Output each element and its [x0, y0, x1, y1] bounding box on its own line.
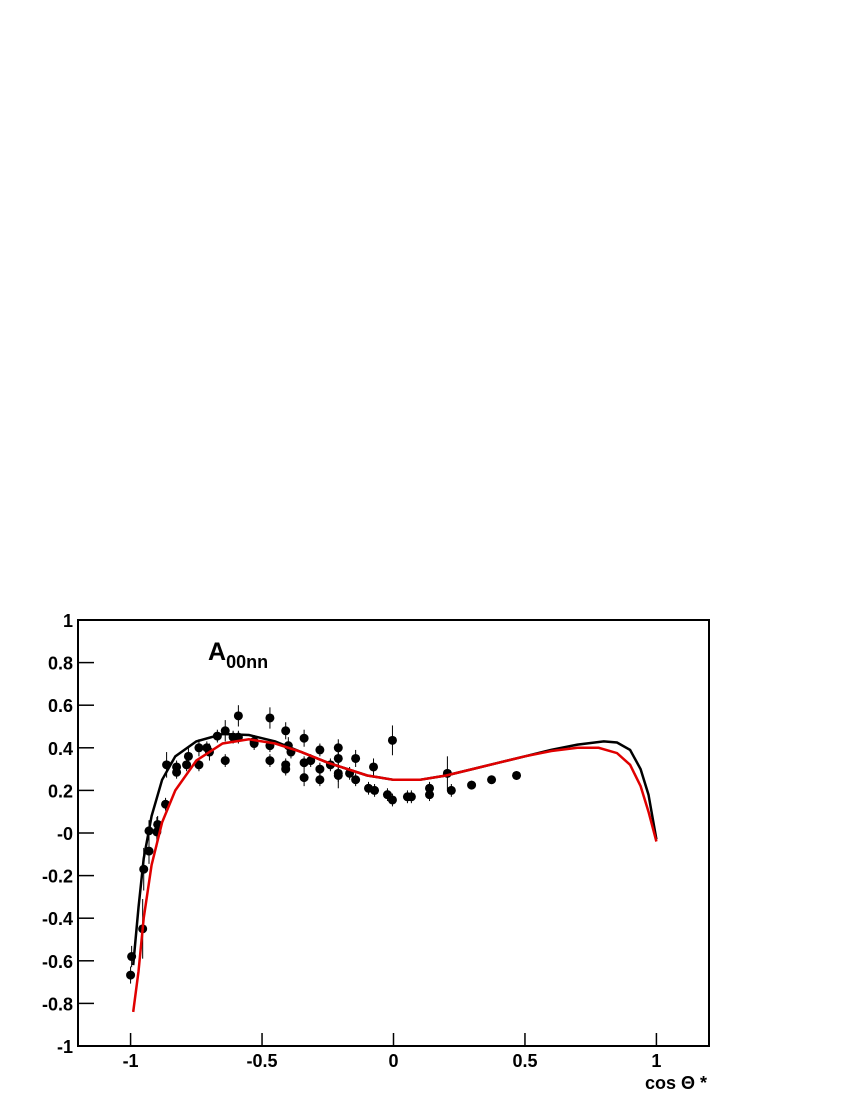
annotation-text: A: [208, 638, 226, 666]
data-point: [333, 753, 343, 763]
data-point: [194, 760, 204, 770]
data-point: [370, 785, 380, 795]
y-tick-label: -0.2: [42, 867, 73, 887]
frame: [77, 619, 710, 1047]
data-point: [487, 775, 497, 785]
data-point: [265, 713, 275, 723]
annotation: A00nn: [208, 638, 268, 672]
y-tick-label: 0.8: [48, 654, 73, 674]
y-tick-label: -0: [57, 824, 73, 844]
y-tick-label: -0.6: [42, 952, 73, 972]
data-point: [126, 970, 136, 980]
data-point: [299, 773, 309, 783]
data-point: [183, 751, 193, 761]
data-point: [306, 756, 316, 766]
data-point: [387, 735, 397, 745]
data-point: [446, 785, 456, 795]
data-point: [265, 756, 275, 766]
x-tick-label: 0: [388, 1051, 398, 1071]
data-point: [299, 733, 309, 743]
x-tick-label: 0.5: [512, 1051, 537, 1071]
data-point: [351, 753, 361, 763]
data-point: [333, 770, 343, 780]
x-axis-label: cos Θ *: [645, 1073, 707, 1093]
curve: [131, 738, 658, 1013]
data-point: [233, 711, 243, 721]
x-tick-label: 1: [651, 1051, 661, 1071]
data-point: [512, 770, 522, 780]
y-tick-label: 0.4: [48, 739, 73, 759]
data-point: [406, 792, 416, 802]
data-point: [281, 760, 291, 770]
data-point: [467, 780, 477, 790]
data-point: [315, 745, 325, 755]
curve: [131, 732, 658, 966]
x-tick-label: -0.5: [247, 1051, 278, 1071]
data-point: [387, 795, 397, 805]
annotation-subscript: 00nn: [226, 652, 268, 672]
y-tick-label: -0.4: [42, 909, 73, 929]
y-tick-label: 0.6: [48, 696, 73, 716]
data-point: [333, 743, 343, 753]
y-tick-label: 0.2: [48, 781, 73, 801]
y-tick-label: 1: [63, 611, 73, 631]
data-point: [194, 743, 204, 753]
data-point: [369, 762, 379, 772]
data-point: [315, 775, 325, 785]
data-point: [351, 775, 361, 785]
y-tick-label: -0.8: [42, 994, 73, 1014]
data-point: [315, 764, 325, 774]
data-point: [425, 790, 435, 800]
y-tick-label: -1: [57, 1037, 73, 1057]
data-point: [172, 762, 182, 772]
x-tick-label: -1: [123, 1051, 139, 1071]
data-point: [281, 726, 291, 736]
data-point: [220, 756, 230, 766]
